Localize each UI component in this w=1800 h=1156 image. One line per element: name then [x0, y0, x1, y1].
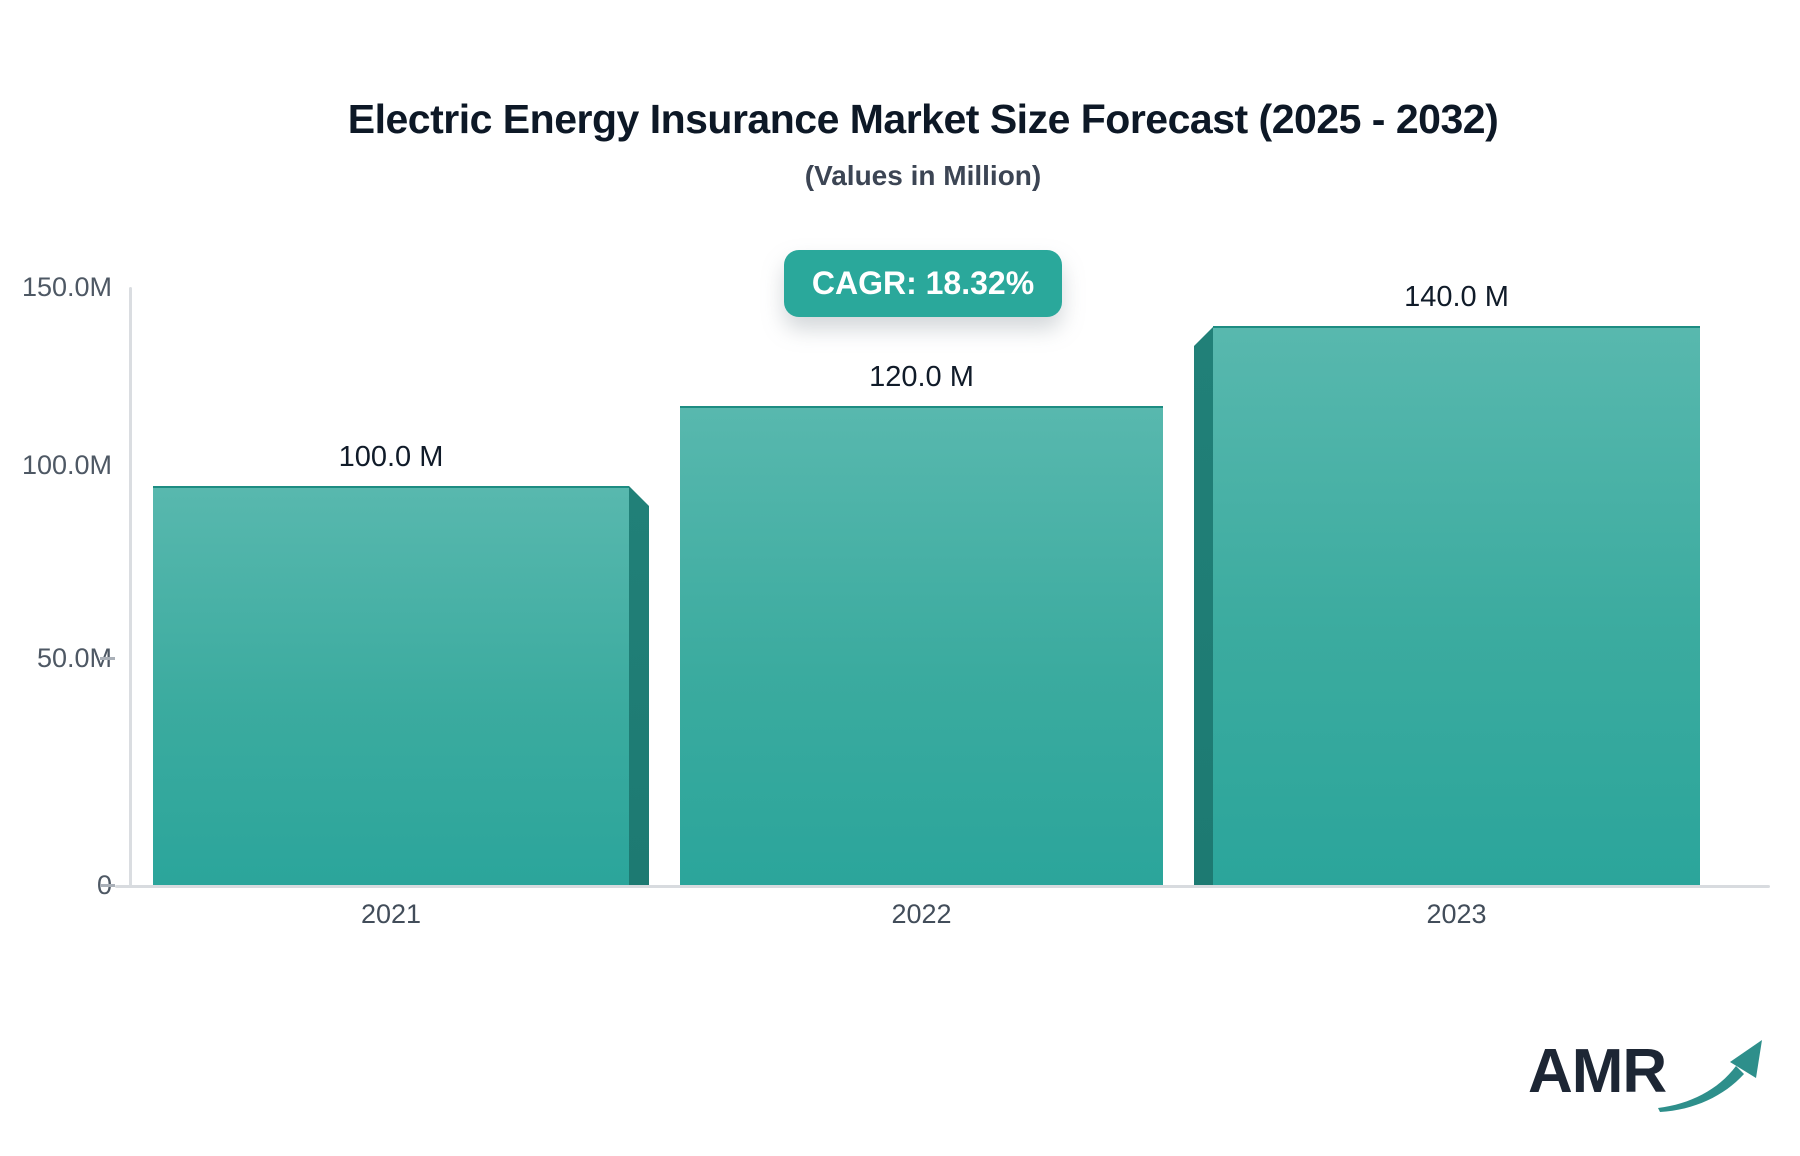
bar-2023-side-shadow	[1194, 326, 1214, 885]
bar-2021[interactable]	[153, 486, 629, 885]
y-tick-mark-50m	[100, 657, 115, 660]
amr-logo-text: AMR	[1528, 1037, 1667, 1106]
cagr-badge: CAGR: 18.32%	[783, 250, 1063, 317]
x-axis-label-2021: 2021	[360, 899, 422, 929]
bar-value-label-2021: 100.0 M	[338, 441, 444, 473]
y-tick-label-150m: 150.0M	[21, 272, 112, 302]
y-tick-mark-0	[100, 884, 115, 887]
y-tick-label-50m: 50.0M	[36, 643, 112, 673]
bar-2021-side-shadow	[629, 486, 649, 885]
bar-2022[interactable]	[680, 406, 1163, 885]
y-tick-label-100m: 100.0M	[21, 450, 112, 480]
y-axis-line	[129, 287, 132, 886]
bar-value-label-2023: 140.0 M	[1404, 281, 1509, 313]
x-axis-line	[115, 885, 1770, 888]
amr-logo: AMR	[1528, 1028, 1762, 1118]
chart-title: Electric Energy Insurance Market Size Fo…	[347, 96, 1499, 142]
x-axis-label-2022: 2022	[891, 899, 952, 929]
y-tick-label-0: 0	[0, 870, 112, 900]
bar-2023[interactable]	[1213, 326, 1700, 885]
x-axis-label-2023: 2023	[1426, 899, 1487, 929]
bar-value-label-2022: 120.0 M	[869, 361, 974, 393]
chart-subtitle: (Values in Million)	[804, 160, 1042, 191]
growth-arrow-icon	[1658, 1040, 1762, 1112]
